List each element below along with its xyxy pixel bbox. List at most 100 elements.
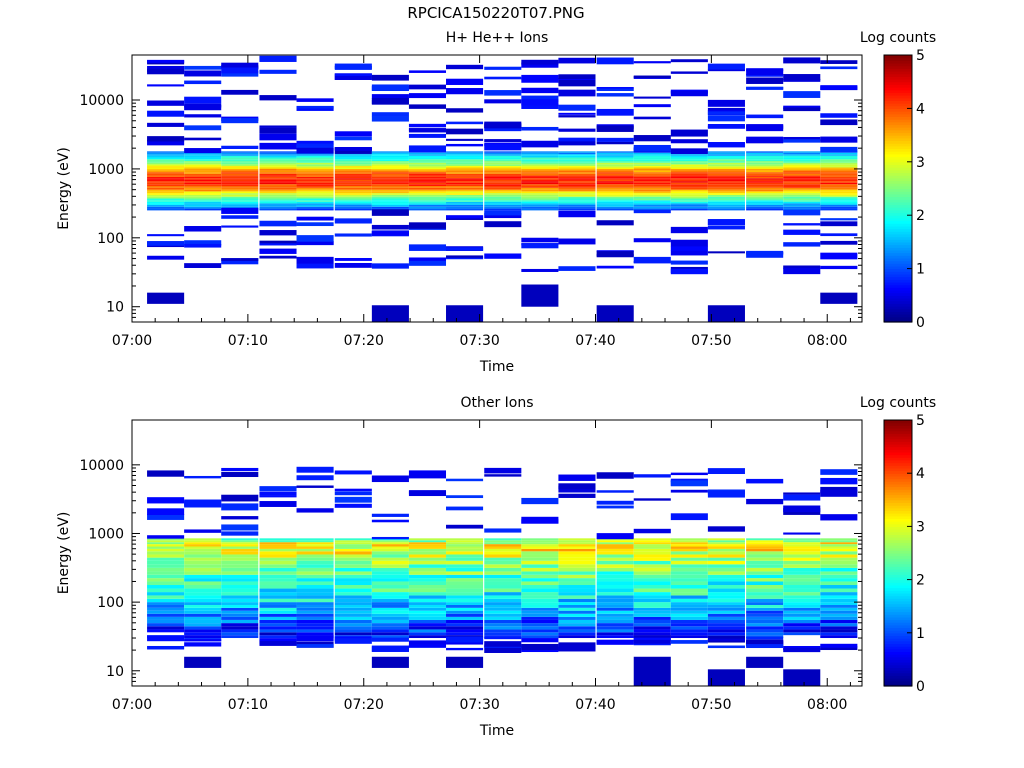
heatmap-cell <box>596 154 634 156</box>
heatmap-cell <box>521 176 559 179</box>
heatmap-cell <box>371 305 409 322</box>
heatmap-cell <box>670 139 708 144</box>
heatmap-cell <box>670 616 708 620</box>
heatmap-cell <box>296 551 334 555</box>
heatmap-cell <box>296 161 334 163</box>
heatmap-cell <box>184 166 222 168</box>
colorbar-segment <box>884 105 912 109</box>
heatmap-cell <box>783 578 821 582</box>
heatmap-cell <box>259 208 297 211</box>
colorbar-segment <box>884 616 912 621</box>
heatmap-cell <box>707 629 745 633</box>
heatmap-cell <box>446 255 484 258</box>
heatmap-cell <box>783 170 821 173</box>
heatmap-cell <box>596 588 634 593</box>
y-axis-label: Energy (eV) <box>56 147 72 230</box>
heatmap-cell <box>820 623 858 627</box>
heatmap-cell <box>446 159 484 162</box>
heatmap-cell <box>147 588 185 593</box>
heatmap-cell <box>184 161 222 163</box>
heatmap-cell <box>746 571 784 575</box>
heatmap-cell <box>408 191 447 194</box>
heatmap-cell <box>558 619 596 624</box>
heatmap-cell <box>484 194 522 197</box>
heatmap-cell <box>334 147 372 151</box>
heatmap-cell <box>707 107 745 112</box>
heatmap-cell <box>558 493 596 498</box>
heatmap-cell <box>521 170 559 173</box>
heatmap-cell <box>707 193 745 195</box>
colorbar-segment <box>884 244 912 248</box>
heatmap-cell <box>484 592 522 596</box>
heatmap-cell <box>184 173 222 176</box>
heatmap-cell <box>446 173 484 176</box>
heatmap-cell <box>521 168 559 171</box>
colorbar-segment <box>884 116 912 120</box>
heatmap-cell <box>558 175 596 177</box>
heatmap-cell <box>558 626 596 630</box>
colorbar-segment <box>884 87 912 91</box>
heatmap-cell <box>334 623 372 627</box>
heatmap-cell <box>259 203 297 205</box>
heatmap-cell <box>446 542 484 545</box>
heatmap-cell <box>296 189 334 192</box>
heatmap-cell <box>558 151 596 153</box>
heatmap-cell <box>820 571 858 575</box>
heatmap-cell <box>707 200 745 202</box>
heatmap-cell <box>408 193 447 195</box>
heatmap-cell <box>783 532 821 535</box>
heatmap-cell <box>746 157 784 160</box>
heatmap-cell <box>633 172 671 174</box>
heatmap-cell <box>334 200 372 202</box>
heatmap-cell <box>147 193 185 195</box>
heatmap-cell <box>820 564 858 568</box>
heatmap-cell <box>783 91 821 98</box>
heatmap-cell <box>446 206 484 209</box>
heatmap-cell <box>147 84 185 87</box>
heatmap-cell <box>558 193 596 195</box>
heatmap-cell <box>820 167 858 169</box>
heatmap-cell <box>334 546 372 549</box>
heatmap-cell <box>820 66 858 70</box>
heatmap-cell <box>221 626 259 630</box>
heatmap-cell <box>670 610 708 614</box>
heatmap-cell <box>670 159 708 162</box>
heatmap-cell <box>707 538 745 541</box>
heatmap-cell <box>596 201 634 204</box>
heatmap-cell <box>296 98 334 102</box>
heatmap-cell <box>633 184 671 187</box>
colorbar-segment <box>884 425 912 429</box>
heatmap-cell <box>184 607 222 611</box>
heatmap-cell <box>707 632 745 636</box>
heatmap-cell <box>371 626 409 630</box>
heatmap-cell <box>446 610 484 614</box>
heatmap-cell <box>147 497 185 504</box>
heatmap-cell <box>707 162 745 165</box>
heatmap-cell <box>633 238 671 243</box>
heatmap-cell <box>446 560 484 565</box>
heatmap-cell <box>596 179 634 182</box>
heatmap-cell <box>371 198 409 201</box>
heatmap-cell <box>633 632 671 636</box>
heatmap-cell <box>446 138 484 141</box>
heatmap-cell <box>334 172 372 174</box>
heatmap-cell <box>184 175 222 177</box>
heatmap-cell <box>633 637 671 641</box>
heatmap-cell <box>484 157 522 160</box>
heatmap-cell <box>371 184 409 187</box>
heatmap-cell <box>446 215 484 219</box>
heatmap-cell <box>707 225 745 230</box>
heatmap-cell <box>184 499 222 507</box>
heatmap-cell <box>408 145 447 153</box>
heatmap-cell <box>259 564 297 568</box>
heatmap-cell <box>783 175 821 177</box>
heatmap-cell <box>484 210 522 216</box>
heatmap-cell <box>184 639 222 642</box>
heatmap-cell <box>820 201 858 204</box>
heatmap-cell <box>746 206 784 209</box>
heatmap-cell <box>408 538 447 541</box>
heatmap-cell <box>259 623 297 627</box>
heatmap-cell <box>820 166 858 168</box>
heatmap-cell <box>746 200 784 202</box>
